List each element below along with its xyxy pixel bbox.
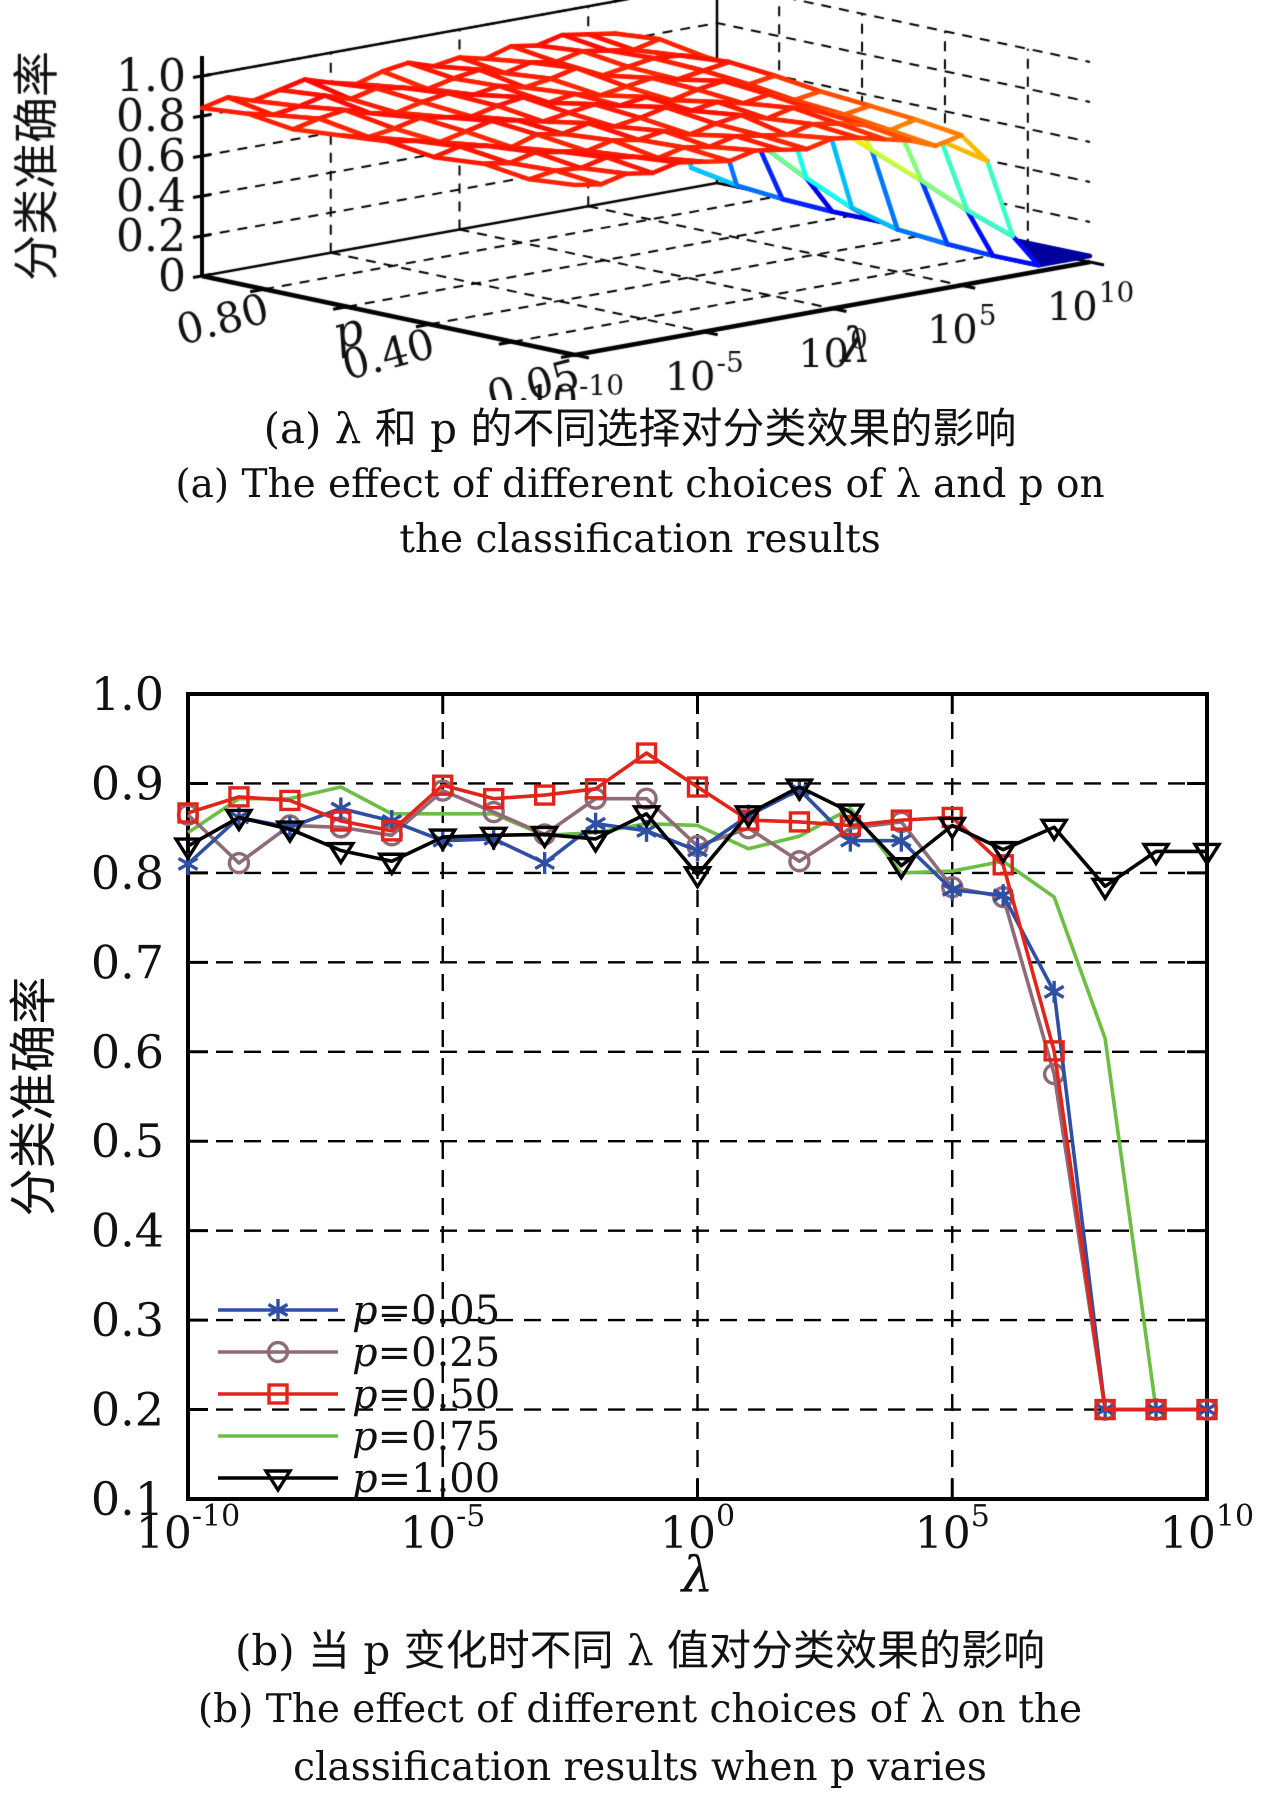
axis-ticks xyxy=(188,694,1207,1499)
legend-item-p=0.05: p=0.05 xyxy=(218,1288,500,1334)
legend-item-p=0.75: p=0.75 xyxy=(218,1414,500,1460)
series-p=1.00 xyxy=(172,778,1223,902)
x-tick-label: 100 xyxy=(660,1499,735,1559)
legend-item-p=0.25: p=0.25 xyxy=(218,1330,500,1376)
caption-b-en-line1: (b) The effect of different choices of λ… xyxy=(197,1687,1083,1732)
legend: p=0.05p=0.25p=0.50p=0.75p=1.00 xyxy=(218,1288,500,1502)
y-tick-label: 0.6 xyxy=(91,1025,164,1079)
x-tick-label: 10-5 xyxy=(400,1499,485,1559)
x-tick-label: 105 xyxy=(915,1499,990,1559)
legend-item-p=1.00: p=1.00 xyxy=(218,1456,500,1502)
legend-item-p=0.50: p=0.50 xyxy=(218,1372,500,1418)
y-tick-label: 0.9 xyxy=(91,756,164,810)
legend-label: p=0.25 xyxy=(352,1330,500,1376)
caption-a-en-line1: (a) The effect of different choices of λ… xyxy=(175,462,1105,507)
series-line-p=0.75 xyxy=(187,785,1207,1412)
y-tick-label: 0.1 xyxy=(91,1472,164,1526)
series-line-p=0.50 xyxy=(187,751,1207,1412)
legend-label: p=1.00 xyxy=(352,1456,500,1502)
series-p=0.50 xyxy=(177,742,1218,1421)
y-tick-label: 0.8 xyxy=(91,846,164,900)
y-tick-label: 0.4 xyxy=(91,1204,164,1258)
grid-dashed xyxy=(188,694,1207,1499)
x-axis-label: λ xyxy=(680,1546,714,1604)
series-line-p=1.00 xyxy=(187,785,1207,889)
series-p=0.75 xyxy=(187,785,1207,1412)
y-tick-label: 0.7 xyxy=(91,935,164,989)
y-tick-label: 1.0 xyxy=(91,667,164,721)
legend-label: p=0.05 xyxy=(352,1288,500,1334)
caption-a-en-line2: the classification results xyxy=(399,517,881,562)
legend-label: p=0.50 xyxy=(352,1372,500,1418)
x-tick-label: 1010 xyxy=(1160,1499,1254,1559)
x-tick-label: 10-10 xyxy=(136,1499,240,1559)
y-tick-label: 0.2 xyxy=(91,1383,164,1437)
caption-b-en-line2: classification results when p varies xyxy=(293,1745,987,1790)
y-tick-label: 0.5 xyxy=(91,1114,164,1168)
surface-plot-panel-a xyxy=(0,0,1280,400)
line-chart-panel-b: 1.0 0.9 0.8 0.7 0.6 0.5 0.4 0.3 0.2 0.110-10 10-5 1… xyxy=(6,667,1254,1604)
y-tick-label: 0.3 xyxy=(91,1293,164,1347)
legend-label: p=0.75 xyxy=(352,1414,500,1460)
y-axis-label: 分类准确率 xyxy=(6,976,62,1216)
caption-a-zh: (a) λ 和 p 的不同选择对分类效果的影响 xyxy=(263,404,1017,453)
caption-b-zh: (b) 当 p 变化时不同 λ 值对分类效果的影响 xyxy=(235,1626,1045,1675)
